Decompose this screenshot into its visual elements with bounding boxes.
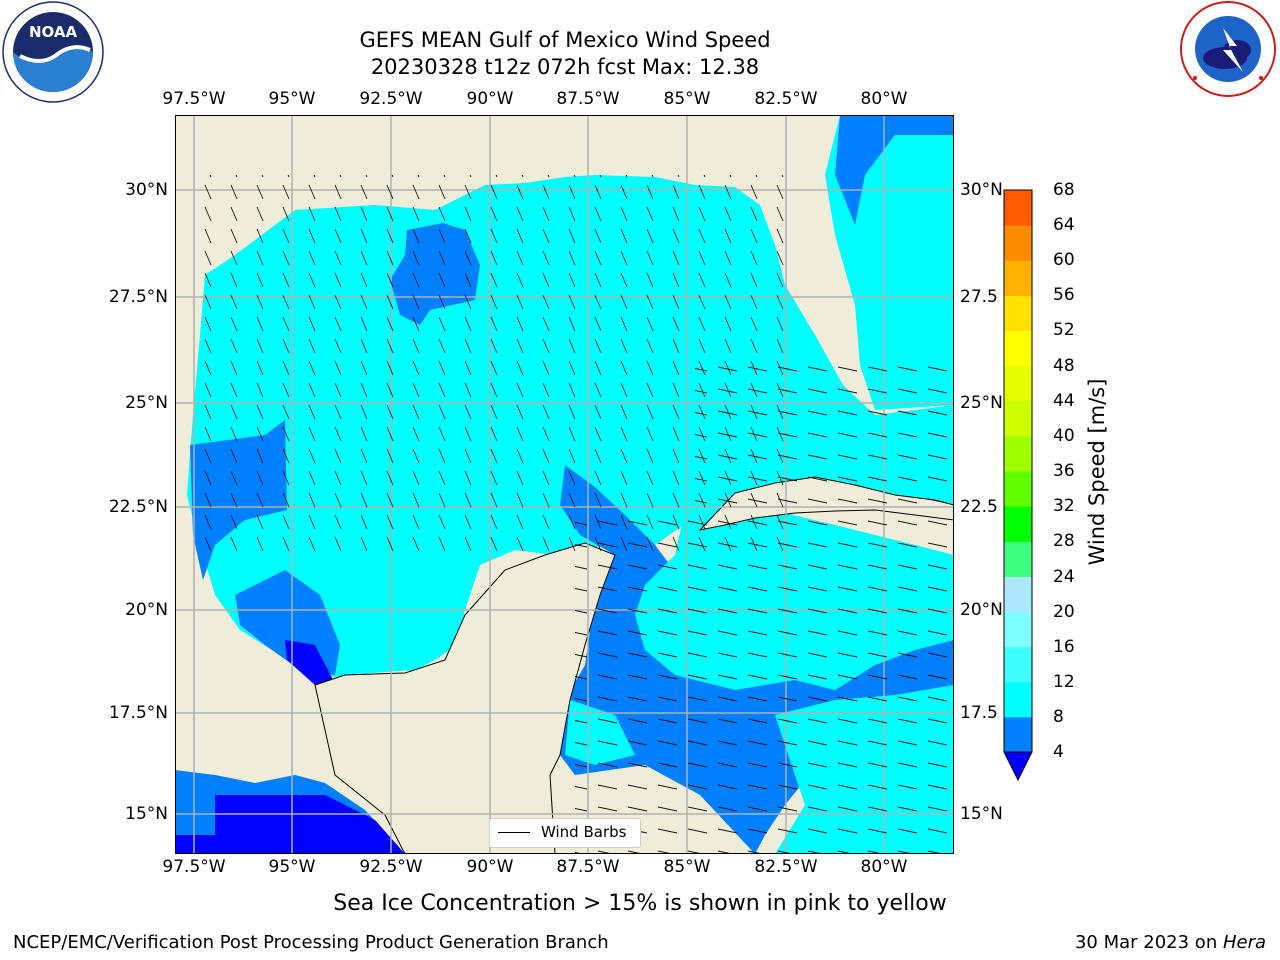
lon-tick-bottom: 80°W [860, 857, 908, 877]
footer-machine: Hera [1222, 932, 1266, 953]
noaa-logo-text: NOAA [29, 23, 78, 41]
lat-tick-left: 22.5°N [108, 497, 168, 517]
colorbar-tick: 68 [1053, 180, 1075, 200]
colorbar-bin [1004, 435, 1032, 472]
colorbar-tick: 28 [1053, 531, 1075, 551]
lon-tick-top: 80°W [860, 89, 908, 109]
colorbar-tick: 32 [1053, 496, 1075, 516]
lat-tick-left: 15°N [125, 804, 168, 824]
colorbar-bin [1004, 646, 1032, 683]
noaa-logo: NOAA [2, 1, 104, 103]
colorbar-tick: 48 [1053, 356, 1075, 376]
lon-tick-top: 87.5°W [556, 89, 620, 109]
lon-tick-bottom: 85°W [663, 857, 711, 877]
wind-barb-legend-line [498, 832, 530, 833]
lon-tick-top: 92.5°W [359, 89, 423, 109]
lon-tick-bottom: 92.5°W [359, 857, 423, 877]
wind-barbs-gulf [195, 175, 785, 555]
lat-tick-left: 25°N [125, 393, 168, 413]
colorbar-tick: 12 [1053, 672, 1075, 692]
lat-tick-right: 20°N [960, 600, 1003, 620]
lon-tick-bottom: 97.5°W [162, 857, 226, 877]
legend-label: Wind Barbs [541, 823, 627, 841]
colorbar-bin [1004, 365, 1032, 402]
chart-title: GEFS MEAN Gulf of Mexico Wind Speed [359, 28, 771, 52]
lat-tick-left: 17.5°N [108, 703, 168, 723]
colorbar-tick: 20 [1053, 602, 1075, 622]
colorbar-bin [1004, 681, 1032, 718]
lon-tick-top: 82.5°W [754, 89, 818, 109]
lat-tick-left: 27.5°N [108, 287, 168, 307]
colorbar-tick: 40 [1053, 426, 1075, 446]
wind-speed-map [175, 115, 954, 854]
map-legend: Wind Barbs [489, 818, 641, 848]
colorbar [1003, 189, 1033, 782]
lat-tick-left: 30°N [125, 180, 168, 200]
wind-barbs-caribbean [575, 515, 954, 854]
colorbar-label: Wind Speed [m/s] [1085, 378, 1109, 566]
colorbar-bin [1004, 471, 1032, 507]
colorbar-tick: 64 [1053, 215, 1075, 235]
colorbar-bin [1004, 400, 1032, 437]
lat-tick-right: 22.5 [960, 497, 998, 517]
colorbar-bin [1004, 506, 1032, 542]
colorbar-tick: 36 [1053, 461, 1075, 481]
colorbar-bin [1004, 330, 1032, 367]
colorbar-tick: 16 [1053, 637, 1075, 657]
lon-tick-top: 90°W [466, 89, 514, 109]
lat-tick-right: 27.5 [960, 287, 998, 307]
lon-tick-top: 85°W [663, 89, 711, 109]
lon-tick-top: 95°W [268, 89, 316, 109]
colorbar-tick: 24 [1053, 567, 1075, 587]
colorbar-bin [1004, 225, 1032, 261]
footer-branch: NCEP/EMC/Verification Post Processing Pr… [13, 932, 609, 953]
lat-tick-left: 20°N [125, 600, 168, 620]
colorbar-tick: 44 [1053, 391, 1075, 411]
wind-barbs-east [695, 355, 954, 505]
colorbar-tick: 60 [1053, 250, 1075, 270]
sea-ice-caption: Sea Ice Concentration > 15% is shown in … [333, 891, 947, 916]
colorbar-bin [1004, 541, 1032, 577]
lat-tick-right: 25°N [960, 393, 1003, 413]
lon-tick-bottom: 87.5°W [556, 857, 620, 877]
footer-date: 30 Mar 2023 on Hera [1075, 932, 1266, 953]
colorbar-bin [1004, 295, 1032, 331]
chart-subtitle: 20230328 t12z 072h fcst Max: 12.38 [370, 55, 760, 79]
colorbar-bin [1004, 576, 1032, 612]
lat-tick-right: 15°N [960, 804, 1003, 824]
colorbar-bin [1004, 190, 1032, 226]
lat-tick-right: 17.5 [960, 703, 998, 723]
lon-tick-bottom: 95°W [268, 857, 316, 877]
colorbar-bin [1004, 260, 1032, 296]
colorbar-tick: 52 [1053, 320, 1075, 340]
nws-logo [1180, 1, 1276, 97]
colorbar-bin [1004, 611, 1032, 648]
colorbar-bin [1004, 716, 1032, 753]
colorbar-tick: 56 [1053, 285, 1075, 305]
footer-date-text: 30 Mar 2023 on [1074, 932, 1223, 953]
colorbar-tick: 8 [1053, 707, 1064, 727]
colorbar-extend [1003, 751, 1033, 782]
lon-tick-top: 97.5°W [162, 89, 226, 109]
lon-tick-bottom: 82.5°W [754, 857, 818, 877]
colorbar-frame [1003, 189, 1033, 753]
colorbar-tick: 4 [1053, 742, 1064, 762]
lon-tick-bottom: 90°W [466, 857, 514, 877]
lat-tick-right: 30°N [960, 180, 1003, 200]
